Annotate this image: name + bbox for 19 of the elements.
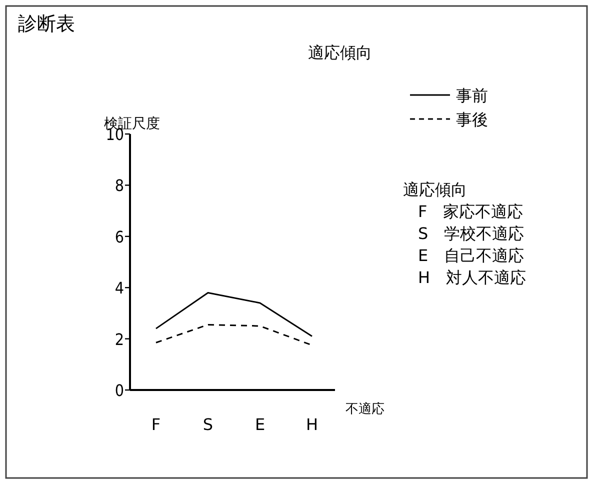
x-axis-title: 不適応	[346, 401, 384, 417]
legend-label: 事後	[456, 110, 488, 129]
text: 適応傾向	[403, 180, 467, 199]
y-tick-label: 4	[114, 278, 124, 298]
y-tick-label: 2	[114, 330, 124, 349]
text: F 家応不適応	[418, 202, 524, 221]
x-tick-label: F	[151, 415, 161, 434]
chart-subtitle: 診断表	[18, 13, 75, 35]
chart-title: 適応傾向	[308, 43, 372, 62]
x-tick-label: E	[254, 415, 266, 434]
y-tick-label: 6	[114, 227, 124, 246]
text: E 自己不適応	[418, 246, 524, 265]
text: S 学校不適応	[418, 224, 524, 243]
x-tick-label: S	[202, 415, 214, 434]
x-tick-label: H	[306, 415, 318, 434]
y-tick-label: 0	[114, 381, 124, 400]
y-tick-label: 8	[114, 176, 124, 196]
text: H 対人不適応	[418, 268, 526, 287]
legend-label: 事前	[456, 86, 488, 105]
